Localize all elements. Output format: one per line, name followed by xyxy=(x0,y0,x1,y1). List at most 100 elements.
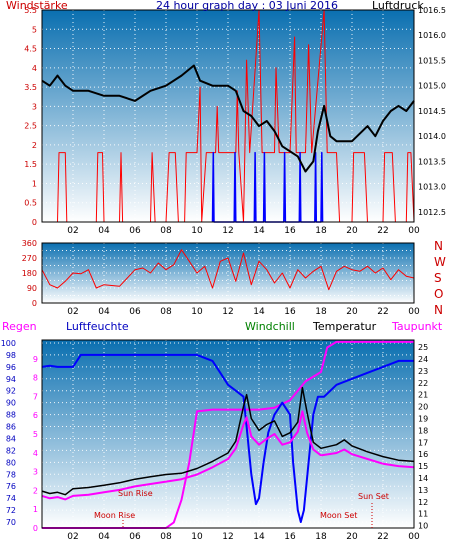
wind-strength-tick-label: 4 xyxy=(32,64,37,73)
wind-x-tick-label: 16 xyxy=(284,226,296,236)
wind-x-tick-label: 22 xyxy=(377,226,388,236)
temperature-tick-label: 22 xyxy=(418,379,428,388)
direction-x-tick-label: 14 xyxy=(253,307,265,317)
humidity-tick-label: 86 xyxy=(6,423,16,432)
dewpoint-label: Taupunkt xyxy=(391,320,443,333)
pressure-tick-label: 1014.5 xyxy=(418,107,446,116)
compass-label-o: O xyxy=(434,287,443,301)
temperature-tick-label: 11 xyxy=(418,510,428,519)
temperature-tick-label: 15 xyxy=(418,462,428,471)
humidity-tick-label: 82 xyxy=(6,446,16,455)
rain-label: Regen xyxy=(2,320,37,333)
wind-direction-plot-area xyxy=(42,243,414,303)
wind-strength-tick-label: 5.5 xyxy=(24,6,37,15)
direction-x-tick-label: 16 xyxy=(284,307,296,317)
direction-frame xyxy=(41,242,415,304)
direction-x-tick-label: 02 xyxy=(67,307,78,317)
direction-x-tick-label: 00 xyxy=(408,307,420,317)
wind-x-tick-label: 08 xyxy=(160,226,172,236)
compass-label-w: W xyxy=(434,255,446,269)
direction-x-tick-label: 10 xyxy=(191,307,203,317)
compass-label-n: N xyxy=(434,303,443,317)
wind-strength-tick-label: 3 xyxy=(32,102,37,111)
temperature-tick-label: 21 xyxy=(418,391,428,400)
sun-rise-annotation: Sun Rise xyxy=(118,489,153,498)
pressure-tick-label: 1012.5 xyxy=(418,208,446,217)
rain-tick-label: 5 xyxy=(33,430,38,439)
humidity-tick-label: 94 xyxy=(6,375,16,384)
humidity-label: Luftfeuchte xyxy=(66,320,129,333)
wind-direction-line xyxy=(41,249,415,291)
wind-x-tick-label: 12 xyxy=(222,226,233,236)
wind-x-tick-label: 00 xyxy=(408,226,420,236)
temperature-tick-label: 17 xyxy=(418,438,428,447)
sun-set-annotation: Sun Set xyxy=(358,492,389,501)
rain-tick-label: 4 xyxy=(33,449,38,458)
humidity-tick-label: 78 xyxy=(6,470,16,479)
wind-pressure-axes: 02 04 06 08 10 12 14 16 18 20 22 0000.511.522.533.5… xyxy=(24,6,446,236)
humidity-tick-label: 84 xyxy=(6,434,16,443)
humidity-x-tick-label: 14 xyxy=(253,532,265,542)
wind-x-tick-label: 10 xyxy=(191,226,203,236)
chart-title: 24 hour graph day : 03 Juni 2016 xyxy=(156,0,338,12)
direction-x-tick-label: 06 xyxy=(129,307,141,317)
rain-tick-label: 6 xyxy=(33,411,38,420)
humidity-tick-label: 80 xyxy=(6,458,16,467)
wind-strength-tick-label: 2 xyxy=(32,141,37,150)
humidity-x-tick-label: 08 xyxy=(160,532,172,542)
humidity-x-tick-label: 04 xyxy=(98,532,110,542)
wind-strength-tick-label: 3.5 xyxy=(24,83,37,92)
temperature-tick-label: 20 xyxy=(418,403,428,412)
direction-x-tick-label: 20 xyxy=(346,307,358,317)
temperature-tick-label: 14 xyxy=(418,474,428,483)
wind-x-tick-label: 14 xyxy=(253,226,265,236)
direction-x-tick-label: 04 xyxy=(98,307,110,317)
wind-strength-tick-label: 0.5 xyxy=(24,199,37,208)
direction-x-tick-label: 12 xyxy=(222,307,233,317)
rain-tick-label: 3 xyxy=(33,468,38,477)
humidity-temperature-axes: 02 04 06 08 10 12 14 16 18 20 22 007072747678808284… xyxy=(1,339,428,542)
wind-strength-label: Windstärke xyxy=(6,0,68,12)
compass-label-n: N xyxy=(434,239,443,253)
temperature-tick-label: 18 xyxy=(418,426,428,435)
pressure-tick-label: 1015.5 xyxy=(418,56,446,65)
wind-strength-tick-label: 1 xyxy=(32,179,37,188)
pressure-tick-label: 1016.5 xyxy=(418,6,446,15)
temperature-tick-label: 23 xyxy=(418,367,428,376)
humidity-x-tick-label: 20 xyxy=(346,532,358,542)
humidity-x-tick-label: 18 xyxy=(315,532,327,542)
humidity-x-tick-label: 02 xyxy=(67,532,78,542)
direction-tick-label: 180 xyxy=(22,269,37,278)
pressure-label: Luftdruck xyxy=(372,0,424,12)
humidity-x-tick-label: 16 xyxy=(284,532,296,542)
pressure-line xyxy=(41,64,415,173)
pressure-tick-label: 1013.5 xyxy=(418,157,446,166)
humidity-tick-label: 76 xyxy=(6,482,16,491)
humidity-frame xyxy=(41,339,415,529)
temperature-tick-label: 19 xyxy=(418,415,428,424)
wind-x-tick-label: 06 xyxy=(129,226,141,236)
humidity-tick-label: 100 xyxy=(1,339,16,348)
wind-strength-line xyxy=(42,9,415,223)
wind-pressure-panel: 02 04 06 08 10 12 14 16 18 20 22 0000.511.522.533.5… xyxy=(6,0,446,236)
wind-strength-tick-label: 0 xyxy=(32,218,37,227)
rain-line xyxy=(42,340,414,529)
wind-strength-tick-label: 5 xyxy=(32,25,37,34)
humidity-tick-label: 92 xyxy=(6,387,16,396)
pressure-tick-label: 1013.0 xyxy=(418,183,446,192)
wind-x-tick-label: 18 xyxy=(315,226,327,236)
humidity-x-tick-label: 12 xyxy=(222,532,233,542)
rain-tick-label: 1 xyxy=(33,505,38,514)
direction-x-tick-label: 08 xyxy=(160,307,172,317)
temperature-tick-label: 25 xyxy=(418,343,428,352)
rain-tick-label: 0 xyxy=(33,524,38,533)
humidity-tick-label: 90 xyxy=(6,399,16,408)
pressure-tick-label: 1016.0 xyxy=(418,31,446,40)
rain-tick-label: 9 xyxy=(33,355,38,364)
wind-x-tick-label: 20 xyxy=(346,226,358,236)
moon-rise-annotation: Moon Rise xyxy=(94,511,135,520)
temperature-tick-label: 16 xyxy=(418,450,428,459)
